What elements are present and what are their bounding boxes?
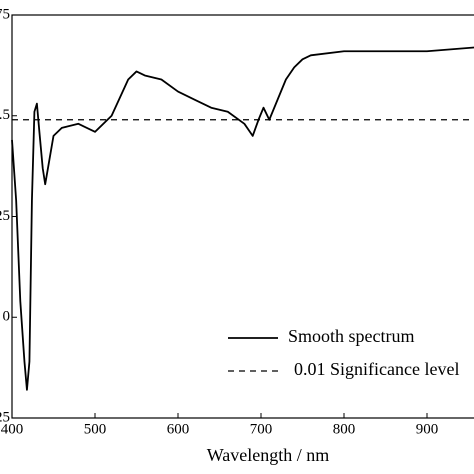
y-tick-label: 0.75 — [0, 6, 10, 22]
x-axis-label: Wavelength / nm — [207, 445, 330, 465]
y-tick-label: 0.25 — [0, 208, 10, 224]
spectrum-line — [11, 46, 474, 391]
legend-label: Smooth spectrum — [288, 326, 415, 346]
x-tick-label: 600 — [167, 422, 190, 438]
y-tick-label: 0 — [3, 309, 11, 325]
x-tick-label: 400 — [1, 422, 24, 438]
x-tick-label: 800 — [333, 422, 356, 438]
y-tick-label: -0.25 — [0, 409, 10, 425]
plot-frame — [11, 14, 474, 419]
y-tick-label: 0.5 — [0, 107, 10, 123]
legend-label: 0.01 Significance level — [294, 359, 459, 379]
x-tick-label: 700 — [250, 422, 273, 438]
x-tick-label: 900 — [416, 422, 439, 438]
x-tick-label: 500 — [84, 422, 107, 438]
